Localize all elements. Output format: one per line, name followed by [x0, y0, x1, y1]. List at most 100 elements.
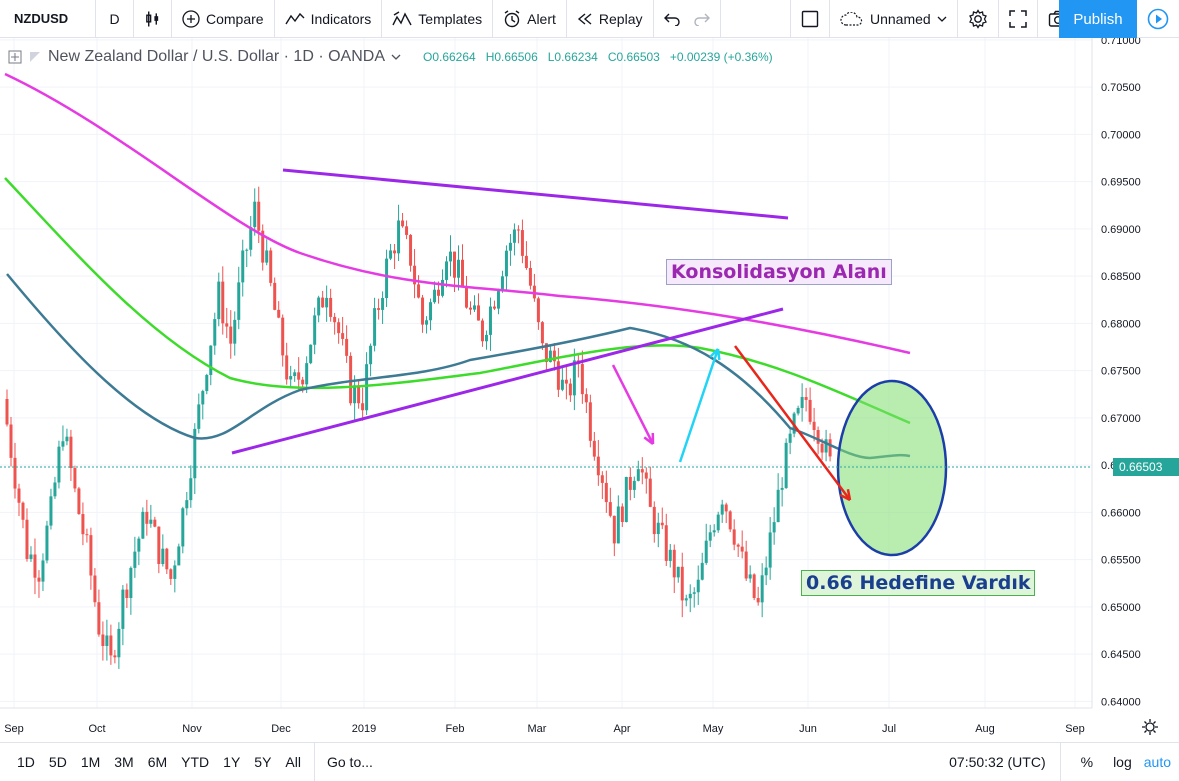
square-icon: [801, 10, 819, 28]
candle-body: [696, 579, 700, 593]
triangle-icon: [30, 52, 40, 62]
time-tick-label: Oct: [88, 723, 105, 735]
candle-body: [205, 374, 209, 392]
drawing-tools-layer: [0, 72, 1092, 557]
candle-body: [780, 487, 784, 490]
compare-button[interactable]: Compare: [172, 0, 275, 38]
lower-trendline: [231, 307, 784, 455]
candle-body: [9, 424, 13, 458]
candle-body: [768, 532, 772, 568]
candle-body: [548, 350, 552, 363]
candle-body: [277, 309, 281, 318]
interval-button[interactable]: D: [96, 0, 134, 38]
candle-body: [185, 500, 189, 509]
candle-body: [476, 305, 480, 321]
drop-arrow-shaft: [611, 364, 655, 445]
candle-body: [269, 250, 273, 283]
candle-body: [217, 281, 221, 320]
candle-body: [325, 297, 329, 308]
candle-body: [337, 322, 341, 334]
candle-body: [273, 282, 277, 310]
price-tick-label: 0.69500: [1101, 177, 1141, 189]
candle-body: [57, 446, 61, 483]
range-button-5d[interactable]: 5D: [48, 754, 67, 770]
candle-body: [453, 251, 457, 278]
candle-body: [177, 546, 181, 566]
range-button-ytd[interactable]: YTD: [181, 754, 210, 770]
play-button[interactable]: [1137, 0, 1179, 38]
candle-body: [89, 535, 93, 576]
replay-button[interactable]: Replay: [567, 0, 654, 38]
alert-button[interactable]: Alert: [493, 0, 567, 38]
range-button-1m[interactable]: 1M: [80, 754, 101, 770]
range-button-3m[interactable]: 3M: [114, 754, 134, 770]
axis-settings-icon[interactable]: [1142, 719, 1158, 735]
candle-body: [732, 529, 736, 545]
candle-body: [81, 514, 85, 535]
candle-body: [516, 229, 520, 231]
candle-body: [552, 350, 556, 362]
auto-toggle[interactable]: auto: [1143, 754, 1171, 770]
candle-body: [237, 282, 241, 320]
candle-body: [788, 433, 792, 443]
indicators-icon: [285, 12, 305, 24]
candle-body: [133, 551, 137, 568]
undo-icon[interactable]: [663, 12, 680, 26]
range-button-5y[interactable]: 5Y: [254, 754, 272, 770]
range-button-1d[interactable]: 1D: [17, 754, 35, 770]
percent-toggle[interactable]: %: [1080, 754, 1094, 770]
settings-button[interactable]: [958, 0, 999, 38]
fullscreen-button[interactable]: [999, 0, 1038, 38]
log-toggle[interactable]: log: [1113, 754, 1132, 770]
indicators-button[interactable]: Indicators: [275, 0, 383, 38]
candle-body: [457, 259, 460, 278]
candle-body: [652, 506, 656, 535]
candle-body: [381, 298, 385, 310]
candle-body: [612, 515, 616, 544]
target-label[interactable]: 0.66 Hedefine Vardık: [801, 570, 1036, 596]
range-button-6m[interactable]: 6M: [147, 754, 168, 770]
candle-body: [37, 577, 41, 582]
publish-button[interactable]: Publish: [1059, 0, 1137, 38]
templates-button[interactable]: Templates: [382, 0, 494, 38]
candle-body: [357, 385, 361, 404]
target-ellipse: [836, 379, 948, 557]
top-toolbar: NZDUSD D Compare Indicators Templates Al…: [0, 0, 1179, 38]
candle-body: [488, 306, 492, 335]
layout-name-label: Unnamed: [870, 11, 931, 27]
range-button-1y[interactable]: 1Y: [223, 754, 241, 770]
candle-body: [113, 655, 117, 658]
candle-body: [397, 220, 401, 254]
price-axis[interactable]: 0.71000 0.70500 0.70000 0.69500 0.69000 0.685…: [1101, 38, 1141, 708]
candle-body: [313, 315, 317, 345]
candle-body: [772, 522, 776, 533]
chart-style-button[interactable]: [134, 0, 172, 38]
price-chart[interactable]: 0.71000 0.70500 0.70000 0.69500 0.69000 0.685…: [0, 38, 1179, 742]
consolidation-label[interactable]: Konsolidasyon Alanı: [666, 259, 892, 285]
bottom-toolbar: 1D 5D 1M 3M 6M YTD 1Y 5Y All Go to... 07:50:32 (…: [0, 742, 1179, 781]
candle-body: [61, 441, 65, 447]
candle-body: [600, 475, 604, 483]
candle-body: [464, 286, 468, 308]
candle-body: [684, 598, 688, 601]
goto-button[interactable]: Go to...: [326, 754, 373, 770]
range-button-all[interactable]: All: [285, 754, 301, 770]
redo-icon[interactable]: [693, 12, 710, 26]
time-axis[interactable]: Sep Oct Nov Dec 2019 Feb Mar Apr May Jun Jul Aug Sep: [4, 723, 1085, 735]
symbol-title[interactable]: New Zealand Dollar / U.S. Dollar · 1D · …: [48, 48, 385, 65]
chart-area[interactable]: 0.71000 0.70500 0.70000 0.69500 0.69000 0.685…: [0, 38, 1179, 742]
layout-name-button[interactable]: Unnamed: [830, 0, 958, 38]
bottom-right-controls: 07:50:32 (UTC) % log auto: [941, 743, 1179, 781]
candle-body: [500, 276, 504, 292]
candle-body: [660, 522, 664, 526]
candle-body: [421, 297, 425, 325]
candle-body: [245, 249, 249, 251]
time-tick-label: Aug: [975, 723, 995, 735]
symbol-search-button[interactable]: NZDUSD: [0, 0, 96, 38]
candle-body: [764, 567, 768, 576]
fullscreen-select-button[interactable]: [790, 0, 830, 38]
chevron-down-icon[interactable]: [391, 53, 401, 61]
clock-time[interactable]: 07:50:32 (UTC): [941, 743, 1061, 781]
candle-body: [636, 469, 640, 481]
plus-square-icon[interactable]: [8, 50, 22, 64]
